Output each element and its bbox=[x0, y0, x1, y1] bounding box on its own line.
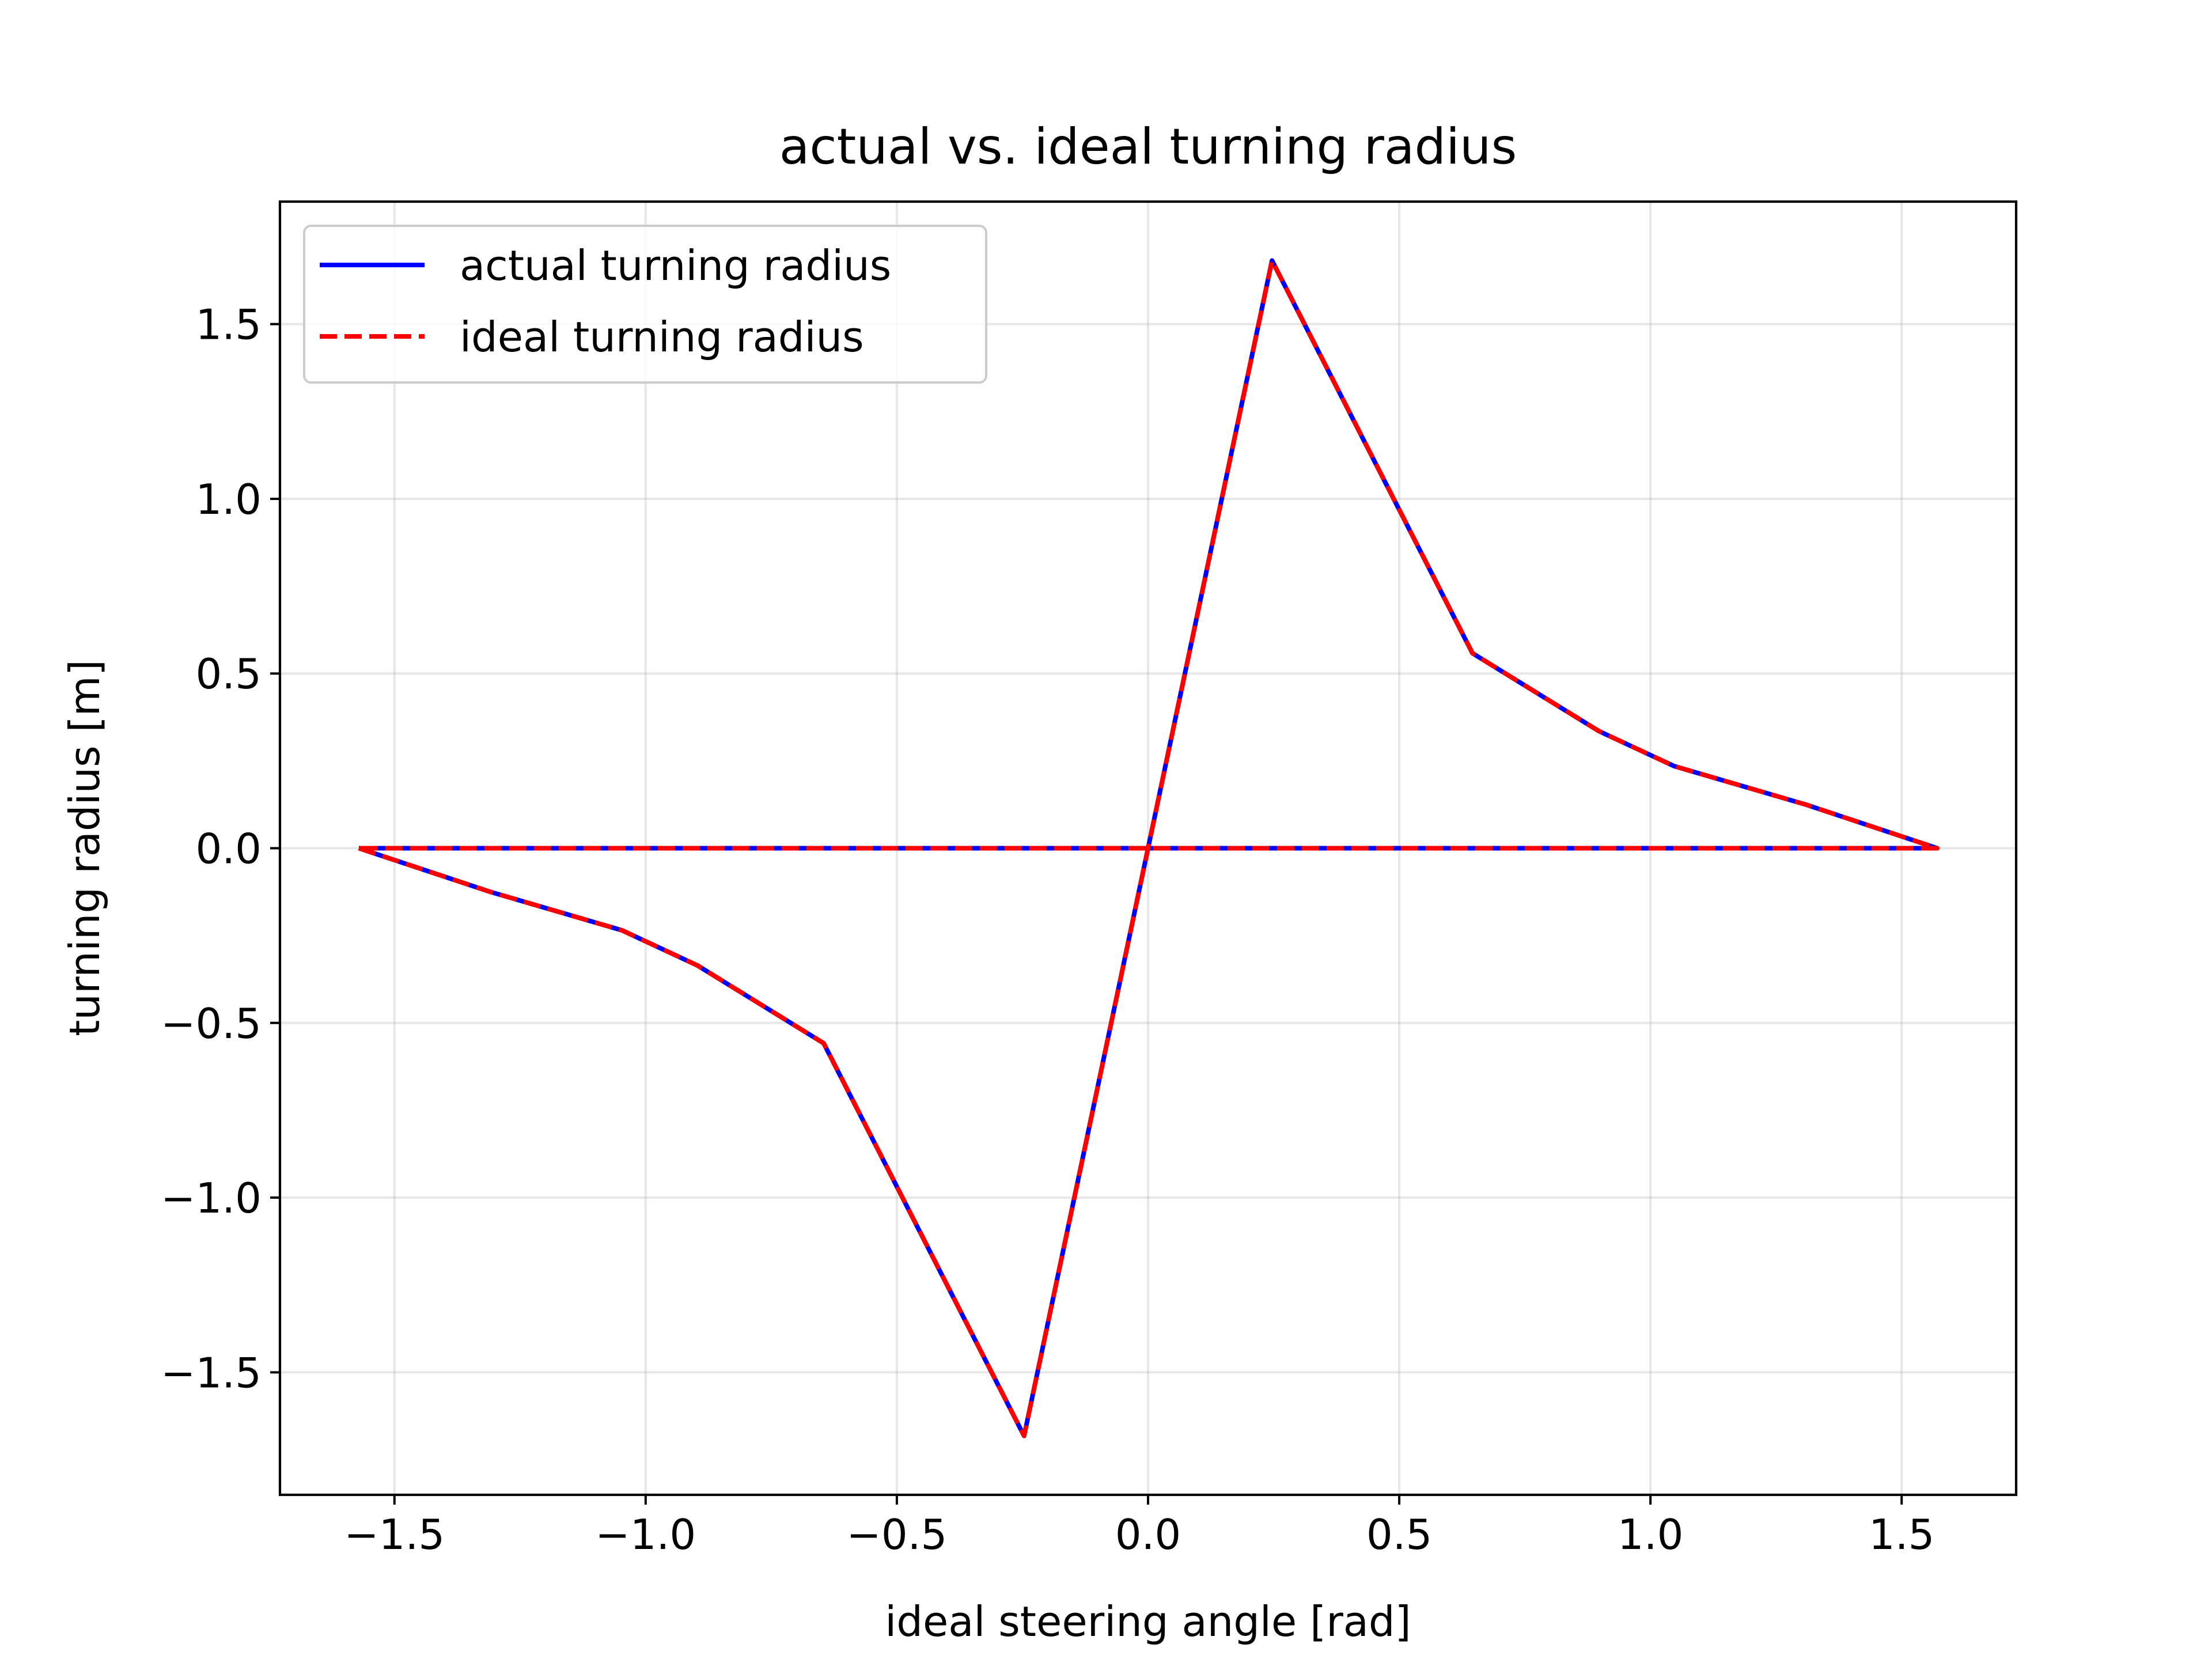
series-group bbox=[358, 258, 1940, 1438]
legend-label-actual: actual turning radius bbox=[460, 241, 891, 290]
chart-title: actual vs. ideal turning radius bbox=[779, 118, 1517, 176]
x-tick-label: −0.5 bbox=[846, 1510, 947, 1559]
y-axis-label: turning radius [m] bbox=[60, 660, 109, 1036]
x-tick-label: 0.0 bbox=[1115, 1510, 1181, 1559]
y-tick-label: −0.5 bbox=[161, 999, 262, 1048]
y-axis-ticks: −1.5 −1.0 −0.5 0.0 0.5 1.0 1.5 bbox=[161, 301, 280, 1397]
legend: actual turning radius ideal turning radi… bbox=[303, 225, 987, 384]
y-tick-label: −1.0 bbox=[161, 1174, 262, 1222]
x-tick-label: 1.0 bbox=[1618, 1510, 1684, 1559]
x-tick-label: 0.5 bbox=[1366, 1510, 1433, 1559]
y-tick-label: 0.5 bbox=[195, 650, 262, 698]
legend-label-ideal: ideal turning radius bbox=[460, 313, 864, 361]
series-line-ideal bbox=[358, 258, 1940, 1438]
legend-box bbox=[303, 225, 987, 384]
x-tick-label: −1.0 bbox=[595, 1510, 696, 1559]
x-axis-label: ideal steering angle [rad] bbox=[885, 1597, 1411, 1646]
x-tick-label: −1.5 bbox=[344, 1510, 445, 1559]
x-axis-ticks: −1.5 −1.0 −0.5 0.0 0.5 1.0 1.5 bbox=[344, 1495, 1934, 1559]
y-tick-label: −1.5 bbox=[161, 1349, 262, 1397]
x-tick-label: 1.5 bbox=[1869, 1510, 1935, 1559]
y-tick-label: 1.0 bbox=[195, 475, 262, 524]
y-tick-label: 1.5 bbox=[195, 301, 262, 349]
y-tick-label: 0.0 bbox=[195, 825, 262, 873]
